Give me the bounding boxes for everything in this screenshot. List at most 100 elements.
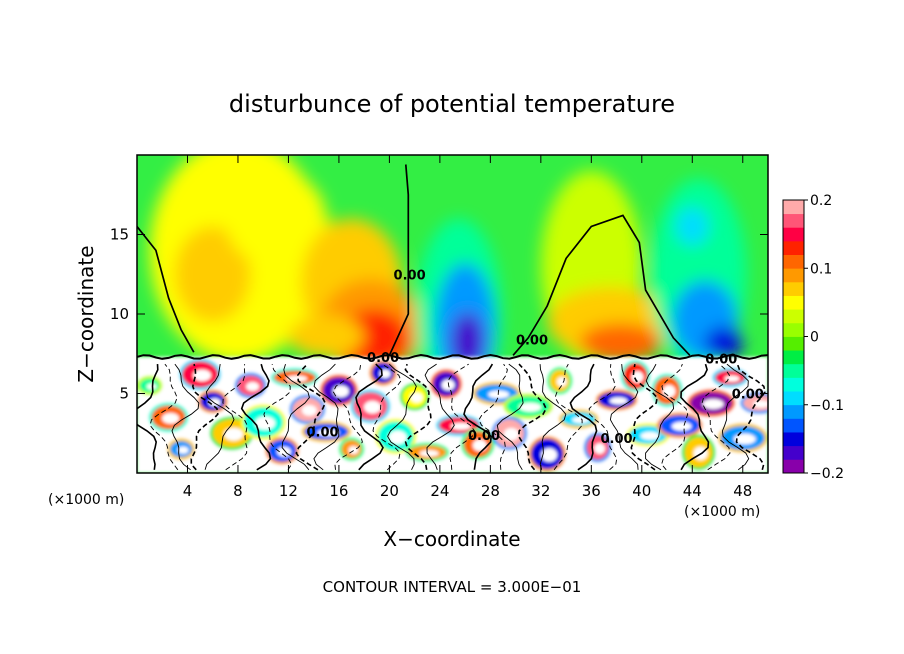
turbulence-blob <box>556 376 567 387</box>
contour-line <box>240 363 272 471</box>
turbulence-blob <box>753 400 768 408</box>
contour-line <box>137 225 195 353</box>
contour-line <box>609 364 639 470</box>
turbulence-blob <box>503 427 519 441</box>
field-blob <box>579 323 661 362</box>
x-tick-label: 8 <box>233 482 243 500</box>
contour-line <box>463 363 494 470</box>
contour-line <box>137 353 768 360</box>
colorbar-swatch <box>783 363 804 378</box>
x-tick-label: 16 <box>329 482 348 500</box>
contour-line <box>190 363 219 471</box>
y-axis-ticks: 5 10 15 <box>110 226 768 403</box>
x-tick-label: 24 <box>430 482 449 500</box>
contour-line <box>588 364 618 471</box>
contour-line <box>735 363 766 470</box>
turbulence-blob <box>450 422 471 430</box>
colorbar-swatches <box>783 200 804 474</box>
contour-label: 0.00 <box>732 388 764 403</box>
contour-line <box>496 363 524 471</box>
contour-line <box>447 363 476 470</box>
contour-line <box>388 164 410 356</box>
turbulence-blob <box>541 448 558 462</box>
contour-line <box>332 364 363 470</box>
turbulence-blob <box>594 443 606 454</box>
y-tick-label: 5 <box>119 385 129 403</box>
y-axis-label: Z−coordinate <box>74 245 98 382</box>
lower-layer-field <box>137 356 768 473</box>
contour-label: 0.00 <box>367 351 399 366</box>
contour-line <box>387 363 417 470</box>
field-blob <box>704 326 743 359</box>
turbulence-blob <box>146 383 157 390</box>
turbulence-blob <box>162 412 180 424</box>
colorbar-swatch <box>783 227 804 242</box>
colorbar-swatch <box>783 295 804 310</box>
colorbar-tick-label: −0.2 <box>810 466 844 482</box>
contour-line <box>137 364 159 470</box>
turbulence-blob <box>224 427 244 441</box>
contour-line <box>478 363 508 470</box>
turbulence-blob <box>363 400 381 414</box>
x-tick-label: 28 <box>481 482 500 500</box>
contour-line <box>372 363 402 471</box>
contour-line <box>512 214 691 356</box>
contour-line <box>204 364 235 470</box>
contour-line <box>355 363 384 471</box>
contour-label: 0.00 <box>306 426 338 441</box>
turbulence-blob <box>301 405 317 416</box>
colorbar-tick-label: 0.2 <box>810 193 832 209</box>
colorbar-swatch <box>783 336 804 351</box>
turbulence-blob <box>419 450 439 457</box>
turbulence-blob <box>572 416 590 424</box>
turbulence-blob <box>519 402 542 412</box>
turbulence-blob <box>193 369 212 382</box>
colorbar-swatch <box>783 240 804 255</box>
contour-label: 0.00 <box>468 429 500 444</box>
x-tick-label: 12 <box>279 482 298 500</box>
x-axis-ticks: 4 8 12 16 20 24 28 32 36 40 44 48 <box>183 155 752 500</box>
x-tick-label: 44 <box>683 482 702 500</box>
contour-line <box>539 364 567 470</box>
turbulence-blob <box>640 431 660 440</box>
contour-label: 0.00 <box>394 268 426 283</box>
x-tick-label: 20 <box>380 482 399 500</box>
turbulence-blob <box>724 375 740 382</box>
y-tick-label: 10 <box>110 305 129 323</box>
colorbar-swatch <box>783 213 804 228</box>
field-blob <box>675 207 709 246</box>
chart-title: disturbunce of potential temperature <box>229 90 675 118</box>
x-units-left: (×1000 m) <box>48 492 124 508</box>
turbulence-blob <box>671 421 692 431</box>
turbulence-blob <box>177 446 189 454</box>
colorbar-swatch <box>783 391 804 406</box>
contour-line <box>630 363 658 471</box>
turbulence-blob <box>662 385 676 398</box>
colorbar-tick-label: 0.1 <box>810 261 832 277</box>
turbulence-blob <box>472 439 487 452</box>
turbulence-blob <box>609 397 628 405</box>
contour-line <box>222 364 248 471</box>
turbulence-blob <box>702 399 724 409</box>
field-blob <box>225 170 327 267</box>
contour-lines: 0.00 0.00 0.00 0.00 0.00 0.00 0.00 0.00 <box>137 164 768 471</box>
colorbar: 0.2 0.1 0 −0.1 −0.2 <box>782 193 844 482</box>
contour-line <box>404 363 432 470</box>
contour-line <box>149 363 179 471</box>
contour-line <box>661 363 689 471</box>
turbulence-blob <box>388 430 407 445</box>
colorbar-ticks: 0.2 0.1 0 −0.1 −0.2 <box>804 193 844 482</box>
colorbar-swatch <box>783 459 804 474</box>
contour-line <box>281 363 310 471</box>
colorbar-swatch <box>783 418 804 433</box>
colorbar-swatch <box>783 268 804 283</box>
colorbar-swatch <box>783 445 804 460</box>
turbulence-blob <box>255 416 276 430</box>
turbulence-blob <box>246 382 260 392</box>
colorbar-tick-label: 0 <box>810 330 819 346</box>
contour-line <box>263 363 293 471</box>
contour-label: 0.00 <box>516 333 548 348</box>
contour-line <box>645 363 675 471</box>
x-tick-label: 36 <box>582 482 601 500</box>
colorbar-swatch <box>783 404 804 419</box>
